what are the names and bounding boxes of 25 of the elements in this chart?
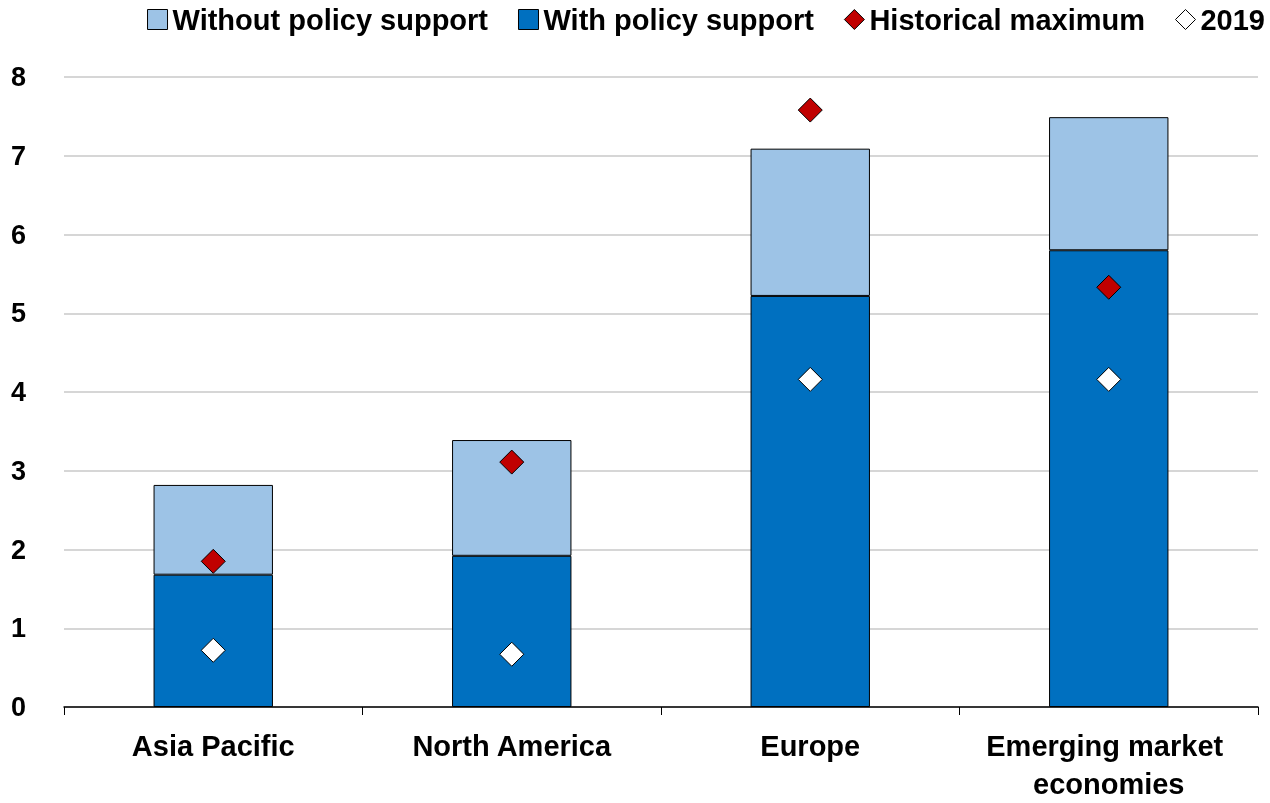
- point: [1096, 274, 1122, 300]
- point: [1096, 366, 1122, 392]
- point: [200, 637, 226, 663]
- y-tick-label: 8: [10, 62, 26, 92]
- y-tick-label: 3: [10, 455, 26, 486]
- point: [499, 449, 525, 475]
- legend-label: Without policy support: [172, 3, 489, 36]
- y-tick-label: 6: [10, 219, 26, 250]
- y-tick-label: 7: [10, 140, 26, 171]
- x-tick-label: Emerging market economies: [986, 730, 1232, 800]
- y-tick-label: 5: [10, 298, 26, 329]
- point: [200, 548, 226, 574]
- y-tick-label: 1: [10, 613, 26, 644]
- point: [499, 641, 525, 667]
- point: [797, 366, 823, 392]
- legend-label: With policy support: [543, 3, 815, 36]
- y-tick-label: 4: [10, 377, 26, 407]
- x-tick-label: Europe: [760, 730, 861, 762]
- legend-label: Historical maximum: [869, 3, 1145, 36]
- point: [797, 97, 823, 123]
- x-tick-label: North America: [412, 730, 612, 762]
- legend-label: 2019: [1200, 3, 1265, 36]
- y-tick-label: 2: [10, 534, 26, 565]
- y-tick-label: 0: [10, 692, 26, 722]
- x-tick-label: Asia Pacific: [131, 730, 295, 762]
